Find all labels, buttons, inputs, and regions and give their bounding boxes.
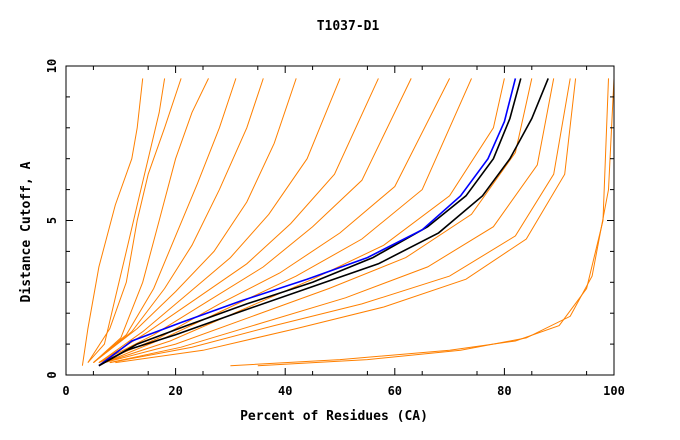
axis-ticks: 0 20 40 60 80 100 0 5 10	[45, 59, 625, 398]
x-tick-label: 0	[62, 384, 69, 398]
y-axis-label: Distance Cutoff, A	[19, 161, 34, 302]
model-line-13	[104, 78, 505, 364]
model-line-9	[98, 78, 379, 364]
model-line-6	[93, 78, 264, 363]
x-tick-label: 40	[278, 384, 292, 398]
model-line-7	[93, 78, 297, 363]
model-line-3	[87, 78, 182, 363]
model-line-1	[81, 78, 144, 366]
model-line-17	[115, 78, 577, 364]
y-tick-label: 5	[45, 217, 59, 224]
highlight-line-3	[98, 78, 549, 367]
y-tick-label: 10	[45, 59, 59, 73]
model-line-10	[98, 78, 412, 364]
model-line-2	[87, 78, 166, 363]
model-line-11	[98, 78, 451, 364]
highlight-lines	[98, 78, 549, 367]
model-line-14	[104, 78, 533, 364]
model-line-19	[257, 78, 615, 367]
model-line-16	[109, 78, 571, 364]
plot-frame	[65, 65, 615, 376]
series-lines	[81, 78, 615, 367]
x-tick-label: 20	[168, 384, 182, 398]
y-tick-label: 0	[45, 371, 59, 378]
model-line-8	[98, 78, 341, 364]
model-line-15	[109, 78, 555, 364]
chart-title: T1037-D1	[317, 19, 380, 34]
x-tick-label: 80	[497, 384, 511, 398]
x-tick-label: 100	[603, 384, 625, 398]
x-axis-label: Percent of Residues (CA)	[240, 409, 428, 424]
x-tick-label: 60	[388, 384, 402, 398]
model-line-5	[93, 78, 237, 363]
model-line-4	[93, 78, 209, 363]
highlight-line-2	[98, 78, 517, 367]
highlight-line-1	[98, 78, 522, 367]
